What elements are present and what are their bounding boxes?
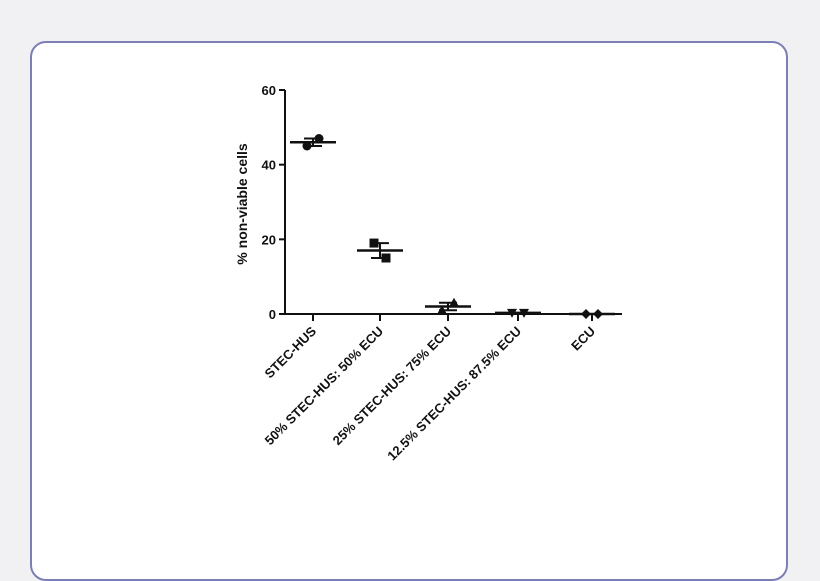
category-label: 50% STEC-HUS: 50% ECU [262, 324, 387, 449]
axes: 0 20 40 60 [262, 83, 622, 322]
group-5 [569, 309, 615, 319]
y-tick-label: 40 [262, 158, 276, 173]
y-axis-title: % non-viable cells [234, 143, 250, 265]
category-label: 25% STEC-HUS: 75% ECU [330, 324, 455, 449]
group-4 [495, 308, 541, 318]
category-label: 12.5% STEC-HUS: 87.5% ECU [384, 324, 524, 464]
group-2 [357, 238, 403, 263]
category-label: ECU [568, 324, 598, 354]
y-tick-label: 0 [269, 307, 276, 322]
y-tick-label: 20 [262, 232, 276, 247]
plot-panel [181, 75, 639, 505]
category-label: STEC-HUS [262, 323, 320, 381]
y-tick-label: 60 [262, 83, 276, 98]
data-marks [290, 134, 615, 319]
group-3 [425, 297, 471, 315]
group-1 [290, 134, 336, 151]
